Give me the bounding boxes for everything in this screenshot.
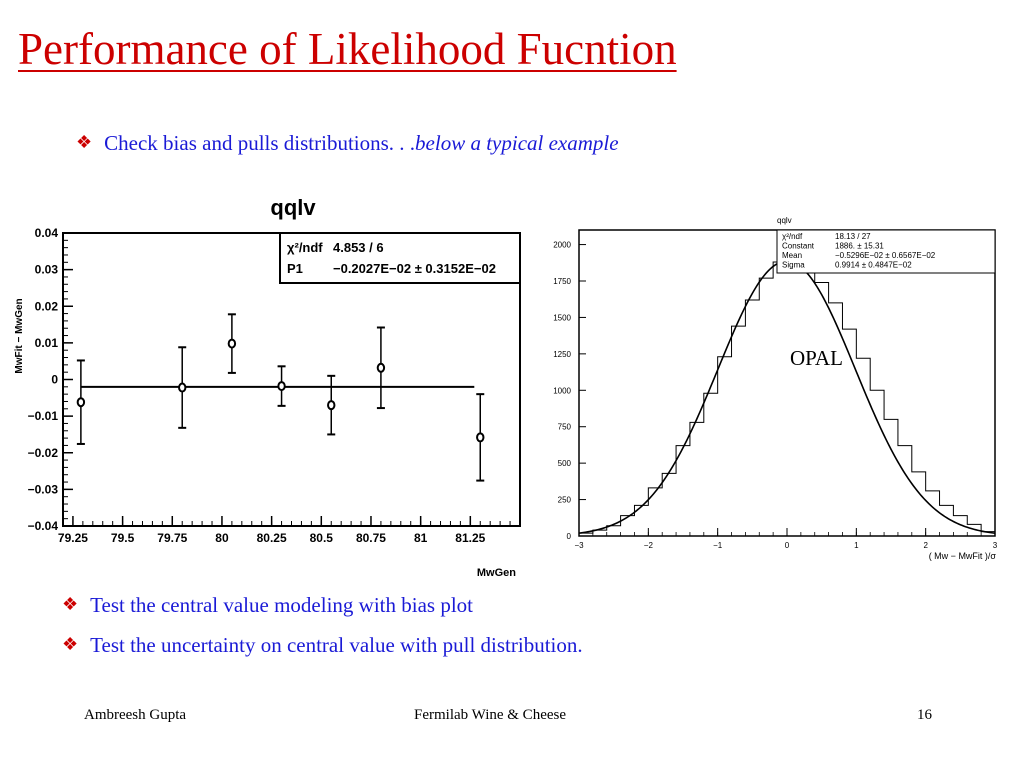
data-point <box>76 359 86 445</box>
y-tick-label: 250 <box>558 496 572 505</box>
bias-chart: qqlv 0.04 0.03 0.02 0.01 0 −0.01 −0.02 −0.03 −0.… <box>14 195 521 579</box>
stats-value: −0.5296E−02 ± 0.6567E−02 <box>835 251 936 260</box>
bullet-text: Test the uncertainty on central value wi… <box>90 633 583 657</box>
x-tick-label: 0 <box>785 541 790 550</box>
data-point <box>277 365 286 407</box>
x-tick-label: 1 <box>854 541 859 550</box>
x-axis-label: MwGen <box>477 567 516 579</box>
stats-label: χ²/ndf <box>287 240 323 255</box>
y-tick-label: 0.01 <box>35 336 59 350</box>
stats-value: 18.13 / 27 <box>835 232 871 241</box>
y-tick-label: 0.03 <box>35 263 59 277</box>
y-tick-label: 1250 <box>553 350 571 359</box>
y-tick-label: 1500 <box>553 313 571 322</box>
x-tick-label: 79.75 <box>157 531 187 545</box>
stats-label: Constant <box>782 242 815 251</box>
y-tick-label: 750 <box>558 423 572 432</box>
stats-value: 0.9914 ± 0.4847E−02 <box>835 261 912 270</box>
footer-author: Ambreesh Gupta <box>84 707 187 723</box>
stats-box <box>776 229 996 274</box>
y-tick-label: −0.04 <box>28 519 59 533</box>
x-tick-label: 80.5 <box>310 531 334 545</box>
y-tick-label: 2000 <box>553 241 571 250</box>
stats-label: Sigma <box>782 261 805 270</box>
point-marker <box>227 338 237 349</box>
data-point <box>178 346 187 429</box>
data-point <box>227 313 237 374</box>
bullet-pull-distribution: ❖ Test the uncertainty on central value w… <box>62 633 583 658</box>
x-tick-label: 80.25 <box>257 531 287 545</box>
bullet-bias-plot: ❖ Test the central value modeling with bi… <box>62 593 473 618</box>
x-tick-label: 79.25 <box>58 531 88 545</box>
y-tick-label: 0 <box>567 532 572 541</box>
gauss-fit-curve <box>578 260 996 535</box>
pull-chart: qqlv 0 250 500 750 1000 1250 1500 1750 2000 −3 −2 −… <box>553 216 998 561</box>
y-tick-label: 500 <box>558 459 572 468</box>
point-marker <box>376 362 386 373</box>
footer-page-number: 16 <box>917 707 932 723</box>
x-axis-label: ( Mw − MwFit )/σ <box>929 551 997 561</box>
stats-label: P1 <box>287 261 303 276</box>
diamond-bullet-icon: ❖ <box>76 132 93 152</box>
x-tick-label: −1 <box>713 541 723 550</box>
bullet-check-bias: ❖ Check bias and pulls distributions. . .… <box>76 131 619 156</box>
y-tick-label: −0.01 <box>28 409 59 423</box>
x-tick-label: 81 <box>414 531 428 545</box>
stats-label: χ²/ndf <box>782 232 803 241</box>
stats-box <box>279 232 521 284</box>
x-tick-label: 3 <box>993 541 998 550</box>
y-tick-label: −0.03 <box>28 482 59 496</box>
stats-value: 1886. ± 15.31 <box>835 242 884 251</box>
point-marker <box>277 381 286 392</box>
diamond-bullet-icon: ❖ <box>62 594 79 614</box>
y-tick-label: 1750 <box>553 277 571 286</box>
x-tick-label: −2 <box>644 541 654 550</box>
histogram-bars <box>578 258 996 536</box>
y-tick-label: 1000 <box>553 386 571 395</box>
y-axis-label: MwFit − MwGen <box>14 298 25 373</box>
stats-value: 4.853 / 6 <box>333 240 384 255</box>
x-tick-label: 79.5 <box>111 531 135 545</box>
diamond-bullet-icon: ❖ <box>62 634 79 654</box>
plot-frame <box>578 229 996 537</box>
y-tick-label: −0.02 <box>28 446 59 460</box>
bullet-text: Check bias and pulls distributions. . . <box>104 131 416 155</box>
stats-label: Mean <box>782 251 802 260</box>
data-point <box>476 393 485 482</box>
x-tick-label: −3 <box>574 541 584 550</box>
x-tick-label: 80.75 <box>356 531 386 545</box>
opal-annotation: OPAL <box>790 346 843 370</box>
point-marker <box>178 382 187 393</box>
chart-title: qqlv <box>777 216 792 225</box>
slide-title: Performance of Likelihood Fucntion <box>18 24 677 74</box>
y-tick-label: 0.02 <box>35 299 59 313</box>
x-tick-label: 2 <box>923 541 928 550</box>
bullet-italic-text: below a typical example <box>415 131 619 155</box>
chart-title: qqlv <box>270 195 316 220</box>
point-marker <box>476 432 485 443</box>
point-marker <box>76 397 86 408</box>
y-tick-label: 0.04 <box>35 226 59 240</box>
y-tick-label: 0 <box>51 373 58 387</box>
footer-venue: Fermilab Wine & Cheese <box>414 707 566 723</box>
stats-value: −0.2027E−02 ± 0.3152E−02 <box>333 261 496 276</box>
x-tick-label: 80 <box>215 531 229 545</box>
data-point <box>376 326 386 410</box>
x-tick-label: 81.25 <box>455 531 485 545</box>
point-marker <box>327 400 336 411</box>
bullet-text: Test the central value modeling with bia… <box>90 593 473 617</box>
data-point <box>327 374 336 436</box>
